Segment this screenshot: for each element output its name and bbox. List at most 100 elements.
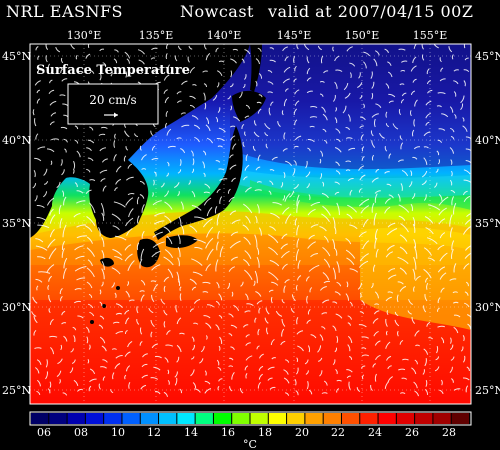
current-vector [34,118,37,127]
current-vector [141,168,147,170]
current-vector [230,135,236,141]
current-vector [283,369,289,375]
current-vector [164,201,173,210]
current-vector [189,95,196,100]
current-vector [332,238,336,250]
current-vector [35,245,48,251]
lat-right-45: 45°N [475,50,500,63]
current-vector [176,356,180,363]
current-vector [216,188,221,194]
current-vector [371,92,374,100]
current-vector [359,94,363,99]
current-vector [465,160,471,164]
current-vector [74,182,78,188]
current-vector [86,247,95,257]
current-vector [180,201,184,210]
current-vector [291,294,296,302]
current-vector [267,81,274,85]
current-vector [450,136,455,140]
current-vector [334,117,338,124]
lon-label-145: 145°E [277,29,312,42]
current-vector [426,321,431,327]
current-vector [76,235,88,239]
current-vector [192,158,195,166]
current-vector [256,300,263,305]
current-vector [305,370,309,375]
current-vector [399,83,405,86]
current-vector [115,165,122,173]
current-vector [362,240,370,250]
current-vector [203,191,211,194]
current-vector [46,264,55,273]
current-vector [217,145,223,148]
current-vector [356,387,361,393]
current-vector [35,278,43,283]
current-vector [397,281,404,285]
current-vector [245,293,249,301]
current-vector [160,298,166,305]
current-vector [467,314,471,319]
current-vector [399,285,407,292]
current-vector [401,377,408,380]
current-vector [375,354,381,361]
current-vector [283,171,286,178]
current-vector [33,315,38,324]
current-vector [87,157,94,162]
current-vector [190,369,195,377]
current-vector [140,294,145,302]
current-vector [204,380,211,385]
current-vector [466,212,471,217]
current-vector [227,282,230,290]
colorbar-segment [31,413,49,424]
current-vector [137,49,145,55]
current-vector [233,304,240,311]
current-vector [167,369,170,375]
current-vector [89,378,97,383]
current-vector [115,331,123,335]
current-vector [218,378,223,382]
current-vector [228,365,234,368]
current-vector [61,322,67,325]
current-vector [192,344,195,351]
current-vector [217,107,221,113]
current-vector [371,140,376,148]
current-vector [308,194,311,201]
current-vector [424,216,434,224]
current-vector [165,344,174,347]
current-vector [412,156,418,160]
current-vector [34,347,42,349]
current-vector [139,180,145,185]
current-vector [336,138,341,143]
current-vector [345,160,352,163]
current-vector [296,357,299,363]
current-vector [141,204,145,213]
current-vector [141,230,145,239]
current-vector [400,392,406,395]
current-vector [142,353,148,358]
current-vector [49,121,55,126]
current-vector [462,225,471,235]
current-vector [167,145,176,148]
cb-label-14: 14 [184,426,198,439]
current-vector [296,330,304,335]
current-vector [296,238,300,248]
current-vector [282,195,286,201]
current-vector [87,139,95,144]
current-vector [303,44,310,51]
current-vector [463,80,466,87]
colorbar [29,411,472,426]
current-vector [424,389,429,395]
current-vector [453,202,457,215]
current-vector [252,145,256,152]
current-vector [218,345,221,351]
current-vector [346,46,353,52]
current-vector [37,224,50,229]
current-vector [359,253,369,262]
current-vector [319,370,323,377]
current-vector [160,182,165,188]
current-vector [425,100,432,106]
lat-left-45: 45°N [2,50,31,63]
current-vector [125,317,130,325]
current-vector [421,54,425,61]
